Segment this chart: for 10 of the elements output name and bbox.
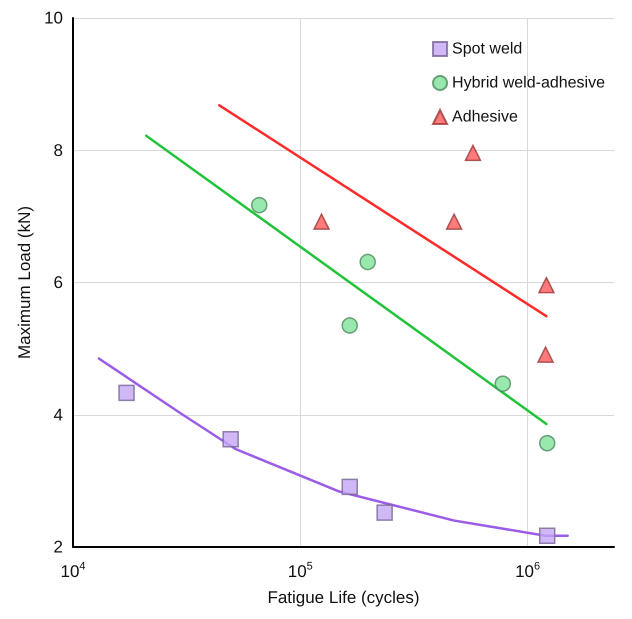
x-axis-title: Fatigue Life (cycles)	[267, 588, 420, 607]
y-tick-label: 8	[54, 140, 63, 160]
y-tick-label: 2	[54, 538, 63, 556]
y-tick-label: 10	[44, 8, 63, 28]
legend-label: Spot weld	[452, 40, 522, 58]
legend-label: Hybrid weld-adhesive	[452, 74, 606, 92]
y-tick-label: 6	[54, 273, 63, 292]
y-axis-title: Maximum Load (kN)	[15, 206, 34, 360]
legend-label: Adhesive	[452, 108, 518, 126]
y-tick-label: 4	[54, 405, 63, 424]
